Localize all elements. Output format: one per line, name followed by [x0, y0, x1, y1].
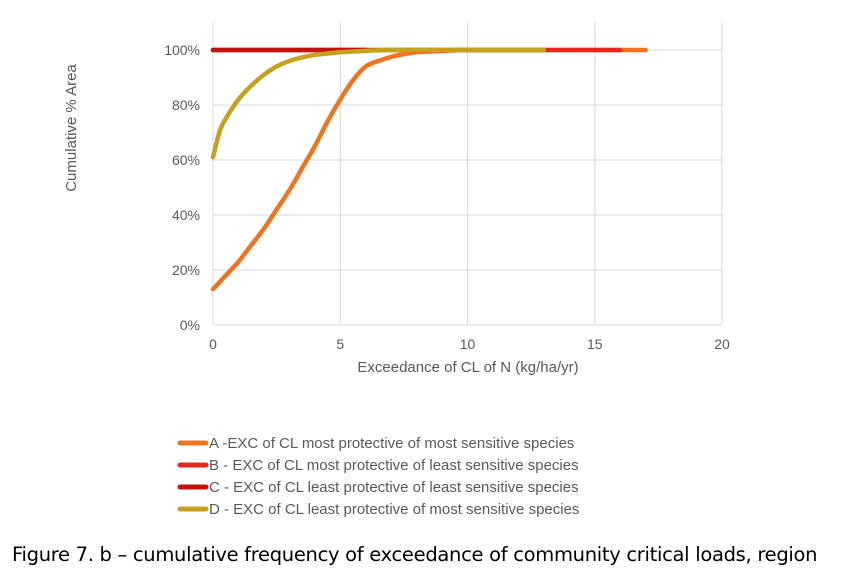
figure-caption: Figure 7. b – cumulative frequency of ex…	[12, 543, 818, 566]
y-axis-title: Cumulative % Area	[63, 64, 80, 192]
legend-label-c: C - EXC of CL least protective of least …	[209, 479, 579, 496]
y-tick-label: 60%	[172, 152, 200, 168]
x-tick-label: 0	[209, 336, 217, 352]
x-tick-label: 5	[336, 336, 344, 352]
legend-label-d: D - EXC of CL least protective of most s…	[209, 501, 579, 518]
y-tick-label: 20%	[172, 262, 200, 278]
series-lines	[210, 47, 648, 292]
legend-label-a: A -EXC of CL most protective of most sen…	[209, 435, 574, 452]
series-d-line	[210, 47, 547, 160]
y-tick-label: 0%	[180, 317, 200, 333]
legend: A -EXC of CL most protective of most sen…	[177, 435, 579, 518]
legend-label-b: B - EXC of CL most protective of least s…	[209, 457, 579, 474]
y-tick-labels: 0% 20% 40% 60% 80% 100%	[164, 42, 200, 333]
y-tick-label: 100%	[164, 42, 200, 58]
x-tick-label: 20	[714, 336, 730, 352]
y-tick-label: 80%	[172, 97, 200, 113]
x-tick-label: 10	[460, 336, 476, 352]
gridlines	[212, 22, 723, 326]
x-tick-labels: 0 5 10 15 20	[209, 336, 730, 352]
series-a-line	[210, 47, 648, 292]
x-axis-title: Exceedance of CL of N (kg/ha/yr)	[357, 359, 578, 376]
y-tick-label: 40%	[172, 207, 200, 223]
x-tick-label: 15	[587, 336, 603, 352]
